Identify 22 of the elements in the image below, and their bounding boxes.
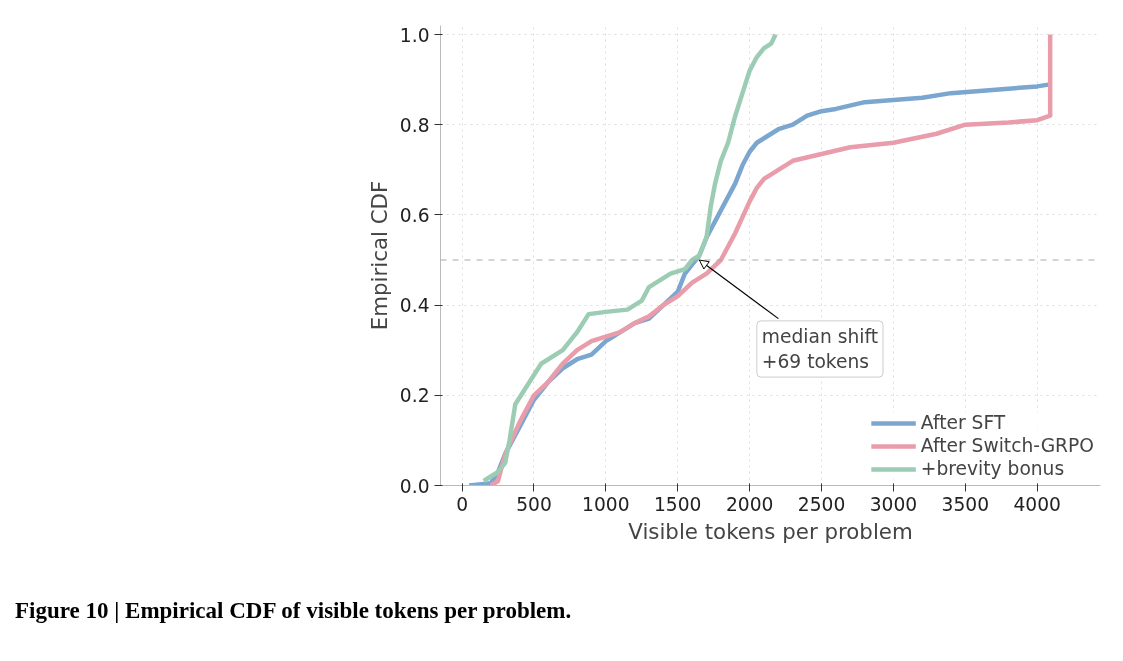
y-tick-label: 0.2 — [399, 385, 430, 407]
x-tick-label: 2500 — [797, 493, 846, 515]
y-tick-label: 1.0 — [399, 24, 430, 46]
legend-label: After Switch-GRPO — [920, 435, 1094, 456]
y-tick-label: 0.6 — [399, 204, 430, 226]
x-tick-label: 3000 — [869, 493, 918, 515]
legend-label: After SFT — [920, 412, 1006, 433]
y-tick-label: 0.0 — [399, 475, 430, 497]
y-tick-label: 0.4 — [399, 295, 430, 317]
x-tick-label: 4000 — [1013, 493, 1061, 515]
annotation: median shift +69 tokens — [761, 325, 878, 373]
legend-label: +brevity bonus — [920, 458, 1065, 479]
y-tick-label: 0.8 — [399, 114, 430, 136]
x-tick-label: 0 — [456, 493, 469, 515]
x-tick-label: 500 — [516, 493, 552, 515]
x-axis-title: Visible tokens per problem — [628, 518, 913, 544]
caption: Figure 10 | Empirical CDF of visible tokens per problem. — [15, 597, 572, 625]
x-tick-label: 3500 — [941, 493, 990, 515]
y-axis-title: Empirical CDF — [366, 180, 392, 331]
x-tick-label: 1000 — [582, 493, 630, 515]
x-tick-label: 1500 — [654, 493, 702, 515]
x-tick-label: 2000 — [725, 493, 774, 515]
